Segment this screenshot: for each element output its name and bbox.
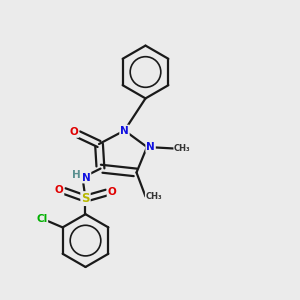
- Text: CH₃: CH₃: [146, 192, 162, 201]
- Text: H: H: [72, 170, 81, 180]
- Text: N: N: [120, 125, 129, 136]
- Text: S: S: [81, 192, 90, 205]
- Text: N: N: [146, 142, 155, 152]
- Text: O: O: [70, 127, 79, 137]
- Text: Cl: Cl: [36, 214, 47, 224]
- Text: CH₃: CH₃: [174, 144, 191, 153]
- Text: O: O: [107, 187, 116, 197]
- Text: N: N: [82, 172, 91, 183]
- Text: O: O: [55, 185, 64, 195]
